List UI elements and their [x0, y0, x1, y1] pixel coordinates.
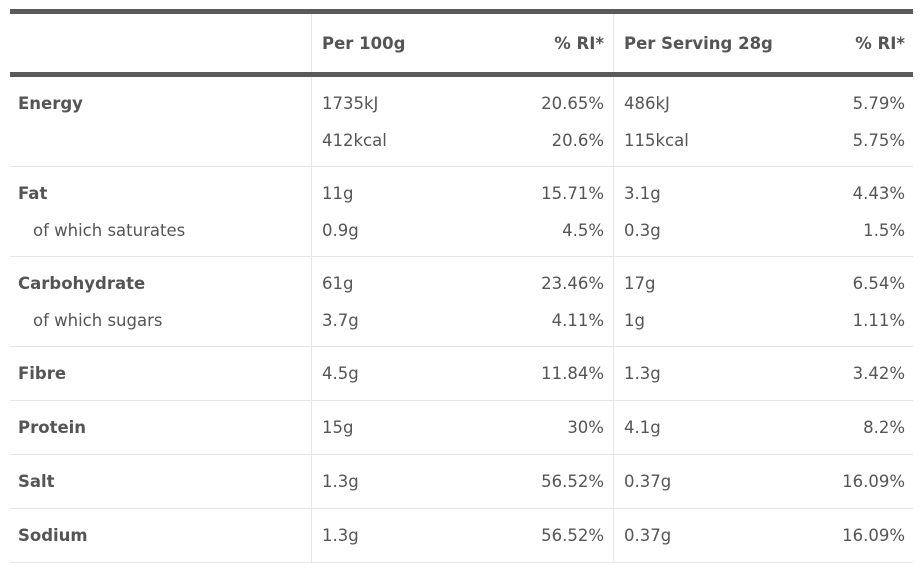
value-ri-serving: 3.42%	[852, 364, 905, 383]
value-per-100g: 0.9g	[322, 221, 359, 240]
table-row-energy: Energy 1735kJ 20.65% 412kcal 20.6% 486kJ 5.…	[10, 77, 913, 167]
value-per-serving: 1g	[624, 311, 645, 330]
value-ri-serving: 4.43%	[852, 184, 905, 203]
value-ri-serving: 1.5%	[863, 221, 905, 240]
table-row-fat: Fat of which saturates 11g 15.71% 0.9g 4.5…	[10, 167, 913, 257]
top-rule	[10, 9, 913, 14]
header-rule	[10, 72, 913, 77]
table-row-carbohydrate: Carbohydrate of which sugars 61g 23.46% 3…	[10, 257, 913, 347]
header-ri-100g: % RI*	[554, 33, 604, 53]
value-per-100g: 3.7g	[322, 311, 359, 330]
value-ri-serving: 8.2%	[863, 418, 905, 437]
value-per-100g: 11g	[322, 184, 354, 203]
value-per-serving: 0.3g	[624, 221, 661, 240]
table-row-fibre: Fibre 4.5g 11.84% 1.3g 3.42%	[10, 347, 913, 401]
header-per-serving: Per Serving 28g	[624, 33, 773, 53]
value-ri-serving: 6.54%	[852, 274, 905, 293]
value-ri-serving: 16.09%	[842, 472, 905, 491]
value-per-serving: 486kJ	[624, 94, 670, 113]
value-per-serving: 0.37g	[624, 472, 672, 491]
header-per-serving-cell: Per Serving 28g % RI*	[613, 14, 913, 72]
value-ri-100g: 23.46%	[541, 274, 604, 293]
table-row-protein: Protein 15g 30% 4.1g 8.2%	[10, 401, 913, 455]
value-ri-100g: 20.6%	[551, 131, 604, 150]
value-ri-serving: 16.09%	[842, 526, 905, 545]
value-ri-serving: 1.11%	[852, 311, 905, 330]
value-per-serving: 17g	[624, 274, 656, 293]
value-per-100g: 412kcal	[322, 131, 387, 150]
value-ri-100g: 4.11%	[551, 311, 604, 330]
value-per-serving: 115kcal	[624, 131, 689, 150]
value-ri-100g: 56.52%	[541, 526, 604, 545]
value-per-100g: 1.3g	[322, 472, 359, 491]
value-per-100g: 1.3g	[322, 526, 359, 545]
row-label: Energy	[18, 94, 83, 113]
value-per-100g: 15g	[322, 418, 354, 437]
value-ri-100g: 30%	[567, 418, 604, 437]
header-empty-cell	[10, 14, 311, 72]
header-ri-serving: % RI*	[855, 33, 905, 53]
value-per-serving: 0.37g	[624, 526, 672, 545]
value-per-100g: 1735kJ	[322, 94, 379, 113]
row-label: Fibre	[18, 364, 67, 383]
value-ri-serving: 5.75%	[852, 131, 905, 150]
row-label: Fat	[18, 184, 48, 203]
row-sublabel: of which saturates	[33, 221, 186, 240]
header-per-100g: Per 100g	[322, 33, 406, 53]
value-per-100g: 61g	[322, 274, 354, 293]
row-label: Carbohydrate	[18, 274, 146, 293]
row-label: Salt	[18, 472, 55, 491]
value-per-serving: 4.1g	[624, 418, 661, 437]
value-ri-100g: 15.71%	[541, 184, 604, 203]
nutrition-table: Per 100g % RI* Per Serving 28g % RI* Ene…	[10, 9, 913, 563]
row-sublabel: of which sugars	[33, 311, 163, 330]
value-ri-100g: 56.52%	[541, 472, 604, 491]
header-per-100g-cell: Per 100g % RI*	[311, 14, 613, 72]
table-header-row: Per 100g % RI* Per Serving 28g % RI*	[10, 14, 913, 72]
value-per-100g: 4.5g	[322, 364, 359, 383]
value-ri-serving: 5.79%	[852, 94, 905, 113]
table-row-salt: Salt 1.3g 56.52% 0.37g 16.09%	[10, 455, 913, 509]
value-ri-100g: 4.5%	[562, 221, 604, 240]
value-ri-100g: 11.84%	[541, 364, 604, 383]
row-label: Sodium	[18, 526, 88, 545]
value-ri-100g: 20.65%	[541, 94, 604, 113]
value-per-serving: 3.1g	[624, 184, 661, 203]
table-row-sodium: Sodium 1.3g 56.52% 0.37g 16.09%	[10, 509, 913, 563]
row-label: Protein	[18, 418, 87, 437]
value-per-serving: 1.3g	[624, 364, 661, 383]
row-label	[10, 122, 311, 159]
